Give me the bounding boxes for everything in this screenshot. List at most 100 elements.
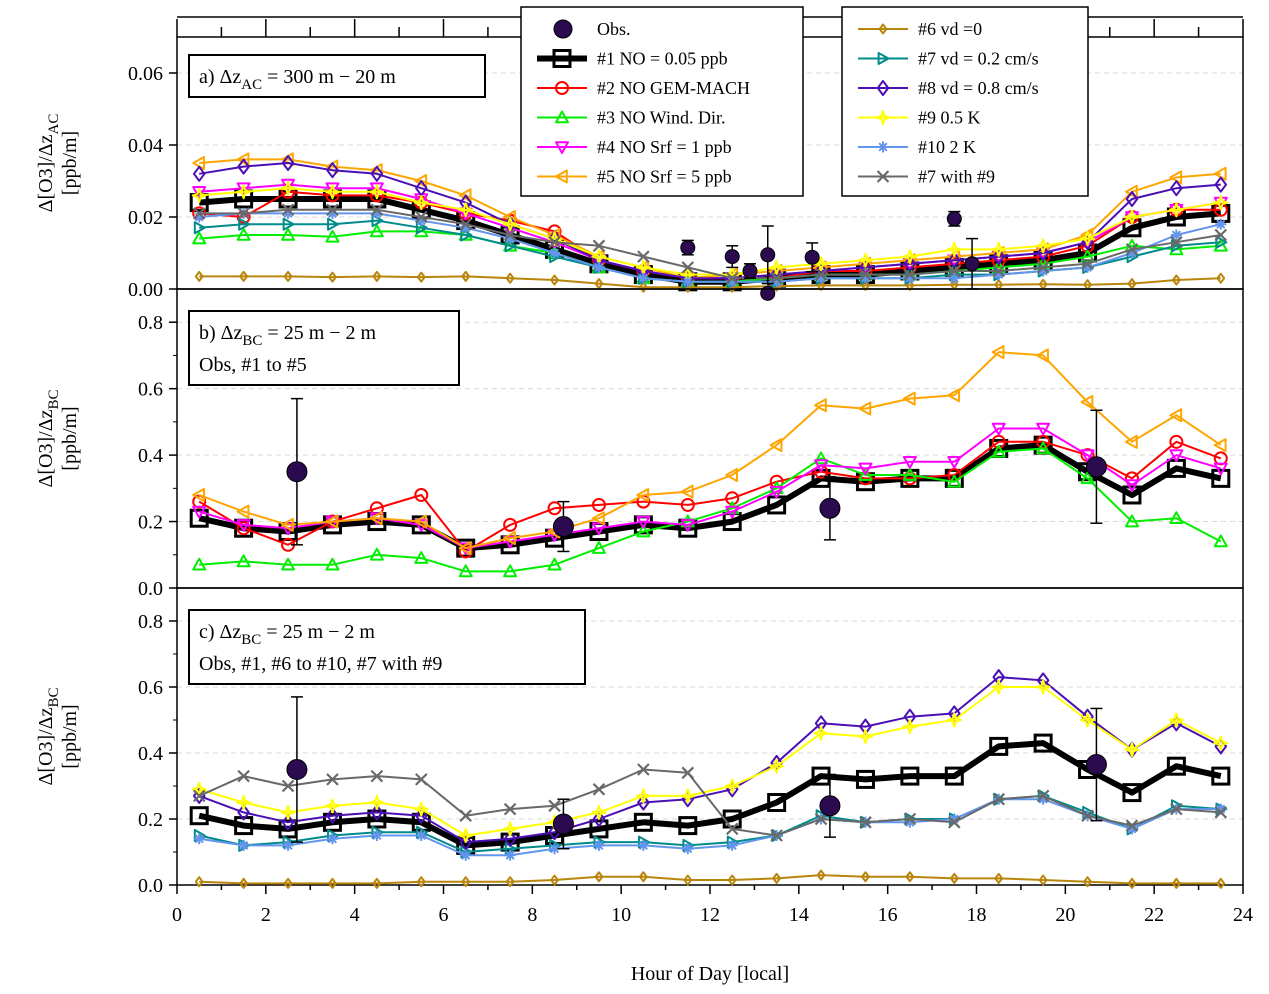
point-s6-0 bbox=[194, 876, 204, 888]
point-s9-2-shape bbox=[280, 180, 296, 196]
point-s9-11 bbox=[680, 788, 696, 804]
point-s6-2-shape bbox=[283, 270, 293, 282]
series-line-s4 bbox=[198, 427, 1222, 550]
series-line-s11 bbox=[198, 768, 1221, 837]
point-s10-2-shape bbox=[282, 839, 294, 851]
point-s10-8 bbox=[549, 843, 561, 855]
point-s9-4-shape bbox=[369, 795, 385, 810]
point-s3-5-shape bbox=[414, 224, 429, 238]
point-s10-1-shape bbox=[238, 839, 250, 851]
series-line-s3 bbox=[199, 447, 1222, 573]
point-s5-13 bbox=[769, 438, 783, 453]
point-s2-4 bbox=[369, 188, 384, 203]
point-s9-6 bbox=[458, 828, 474, 843]
point-s2-22-shape bbox=[1169, 434, 1184, 449]
point-s10-21-shape bbox=[1126, 247, 1138, 259]
point-s8-4 bbox=[370, 804, 384, 821]
point-s5-6 bbox=[458, 541, 472, 556]
point-s4-1 bbox=[236, 182, 251, 196]
point-s3-8 bbox=[547, 557, 562, 571]
point-s10-3 bbox=[326, 207, 338, 219]
point-s8-1-shape bbox=[237, 158, 250, 175]
point-s11-19-shape bbox=[1036, 261, 1050, 274]
point-s9-22 bbox=[1168, 712, 1184, 728]
point-s9-10-shape bbox=[635, 788, 651, 804]
point-s11-10 bbox=[637, 250, 650, 263]
point-s6-16 bbox=[905, 871, 915, 883]
xtick-label-7: 14 bbox=[789, 904, 809, 926]
point-s4-2-shape bbox=[281, 178, 296, 192]
point-s4-4-shape bbox=[369, 182, 384, 196]
point-s4-21 bbox=[1124, 479, 1139, 493]
point-s11-11-shape bbox=[681, 766, 695, 780]
point-s8-1-shape bbox=[237, 804, 250, 821]
point-s3-20 bbox=[1080, 471, 1095, 485]
xtick-label-0: 0 bbox=[172, 904, 182, 926]
point-s3-8-shape bbox=[547, 557, 562, 571]
point-s11-9 bbox=[592, 239, 606, 253]
point-s9-17 bbox=[946, 712, 962, 728]
point-s11-20 bbox=[1081, 257, 1094, 271]
point-s6-23-shape bbox=[1216, 877, 1226, 889]
legend-marker-s3-shape bbox=[555, 110, 569, 124]
point-s6-18 bbox=[994, 872, 1004, 884]
point-s8-0 bbox=[192, 165, 206, 182]
point-s3-3 bbox=[325, 557, 340, 571]
panel-b: 0.00.20.40.60.8Δ[O3]/ΔzBC[ppb/m]b) ΔzBC … bbox=[35, 288, 1244, 600]
point-s8-3-shape bbox=[326, 162, 339, 179]
point-s2-8-shape bbox=[547, 501, 562, 516]
point-s9-19 bbox=[1035, 679, 1051, 695]
point-s9-21-shape bbox=[1124, 742, 1140, 758]
point-s1-6-shape bbox=[456, 538, 476, 558]
point-s8-6-shape bbox=[459, 834, 472, 851]
point-s9-20 bbox=[1080, 231, 1096, 247]
point-s8-14-shape bbox=[814, 715, 828, 732]
point-s11-6-shape bbox=[459, 809, 472, 822]
point-s11-8-shape bbox=[548, 235, 561, 249]
point-s9-1 bbox=[236, 795, 252, 810]
point-s5-16-shape bbox=[902, 391, 916, 406]
legend-label-s9: #9 0.5 K bbox=[918, 108, 981, 128]
panel-label-title-c: c) ΔzBC = 25 m − 2 m bbox=[199, 621, 375, 648]
point-s6-23-shape bbox=[1216, 272, 1226, 284]
point-s6-2 bbox=[283, 877, 293, 889]
point-s10-11 bbox=[682, 843, 694, 855]
point-s11-8 bbox=[548, 235, 561, 249]
point-s5-10-shape bbox=[636, 487, 650, 502]
point-s11-1-shape bbox=[237, 207, 250, 220]
point-s1-0 bbox=[189, 508, 209, 528]
series-b-s2 bbox=[192, 434, 1228, 559]
y-axis-title-sub: BC bbox=[46, 688, 62, 708]
point-s1-11-shape bbox=[678, 816, 698, 836]
point-s2-5-shape bbox=[414, 487, 429, 502]
point-s10-2 bbox=[282, 207, 294, 219]
point-s8-15-shape bbox=[859, 718, 872, 735]
point-s8-9 bbox=[592, 811, 606, 827]
point-s10-12 bbox=[726, 839, 738, 851]
point-s9-3 bbox=[324, 184, 340, 200]
series-b-s3 bbox=[192, 441, 1228, 578]
legend-right-item-4: #10 2 K bbox=[858, 137, 976, 157]
point-s8-6 bbox=[459, 834, 472, 851]
xtick-label-1: 2 bbox=[261, 904, 271, 926]
legend-right: #6 vd =0 #7 vd = 0.2 cm/s #8 vd = 0.8 cm/s… bbox=[841, 6, 1089, 197]
legend-obs-marker bbox=[553, 19, 573, 39]
panel-label-box-c bbox=[188, 609, 586, 685]
point-s1-14-shape bbox=[811, 766, 831, 786]
legend-right-item-1: #7 vd = 0.2 cm/s bbox=[858, 49, 1039, 69]
series-line-s1 bbox=[198, 442, 1222, 552]
point-s5-9 bbox=[591, 511, 605, 526]
point-s4-18-shape bbox=[991, 422, 1006, 436]
point-s10-11-shape bbox=[682, 843, 694, 855]
point-s9-7 bbox=[502, 216, 518, 232]
point-s2-7-shape bbox=[503, 517, 518, 532]
point-s1-1-shape bbox=[234, 816, 254, 836]
point-s10-3 bbox=[326, 833, 338, 845]
point-s4-17 bbox=[947, 455, 962, 469]
point-s10-13-shape bbox=[771, 276, 783, 288]
point-s11-7 bbox=[503, 802, 517, 816]
point-s9-1-shape bbox=[236, 795, 252, 810]
point-s7-1-shape bbox=[238, 217, 251, 231]
point-s10-17-shape bbox=[948, 272, 960, 284]
point-s5-9-shape bbox=[591, 511, 605, 526]
